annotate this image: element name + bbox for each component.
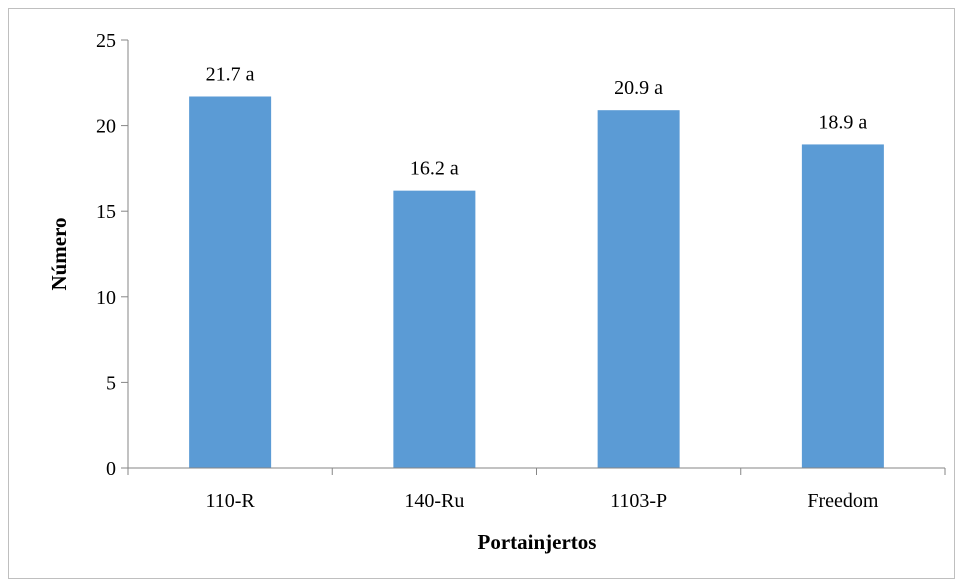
- y-axis-ticks: 0 5 10 15 20 25: [96, 30, 128, 480]
- chart-frame: [8, 8, 955, 579]
- data-label: 21.7 a: [206, 63, 255, 85]
- y-tick-label: 25: [96, 30, 116, 52]
- x-tick-label: Freedom: [807, 490, 879, 512]
- bar: [801, 144, 884, 468]
- bar: [597, 110, 680, 468]
- x-tick-label: 140-Ru: [404, 490, 464, 512]
- bars: [189, 96, 884, 468]
- y-tick-label: 10: [96, 287, 116, 309]
- bar: [393, 190, 476, 468]
- y-tick-label: 20: [96, 116, 116, 138]
- data-label: 16.2 a: [410, 158, 459, 180]
- x-tick-label: 1103-P: [610, 490, 667, 512]
- x-axis-title: Portainjertos: [478, 530, 597, 554]
- x-tick-label: 110-R: [205, 490, 255, 512]
- data-label: 18.9 a: [818, 111, 867, 133]
- data-labels: 21.7 a 16.2 a 20.9 a 18.9 a: [206, 63, 868, 179]
- bar: [189, 96, 272, 468]
- y-tick-label: 0: [106, 458, 116, 480]
- y-axis-title: Número: [47, 217, 71, 290]
- y-tick-label: 5: [106, 372, 116, 394]
- y-tick-label: 15: [96, 201, 116, 223]
- data-label: 20.9 a: [614, 77, 663, 99]
- x-axis-ticks: 110-R 140-Ru 1103-P Freedom: [127, 468, 946, 512]
